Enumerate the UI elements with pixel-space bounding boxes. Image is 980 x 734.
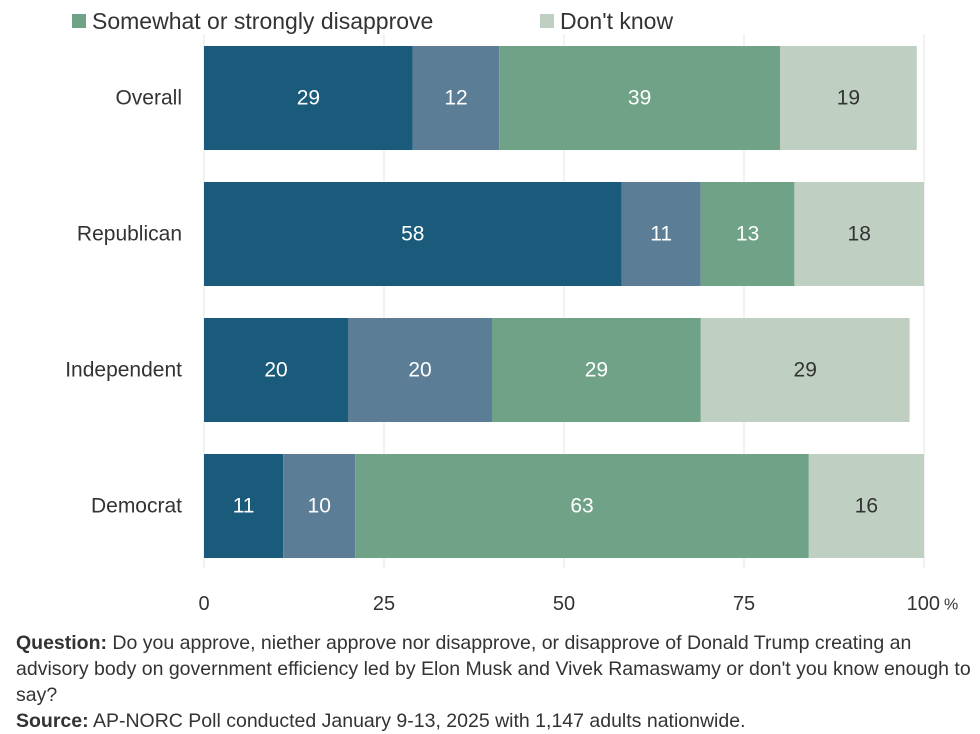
data-label: 10: [308, 495, 331, 518]
legend-item-dont-know: Don't know: [540, 8, 673, 35]
category-label: Republican: [77, 223, 182, 246]
x-tick-label: 50: [553, 593, 575, 615]
source-note: Source: AP-NORC Poll conducted January 9…: [16, 708, 976, 734]
category-label: Overall: [115, 87, 182, 110]
bar-segment: [700, 182, 795, 286]
bar-segment: [794, 182, 924, 286]
bar-segment: [492, 318, 701, 422]
data-label: 63: [570, 495, 593, 518]
x-tick-label: 75: [733, 593, 755, 615]
data-label: 19: [837, 87, 860, 110]
bar-segment: [780, 46, 917, 150]
x-unit-label: %: [944, 597, 958, 614]
bar-segment: [348, 318, 492, 422]
legend-swatch-disapprove: [72, 14, 86, 28]
chart-notes: Question: Do you approve, niether approv…: [16, 630, 976, 734]
legend-label-disapprove: Somewhat or strongly disapprove: [92, 8, 434, 34]
bar-segment: [204, 318, 348, 422]
data-label: 18: [848, 223, 871, 246]
bar-segment: [621, 182, 701, 286]
bar-segment: [700, 318, 910, 422]
source-label: Source:: [16, 710, 89, 732]
bar-segment: [204, 182, 622, 286]
x-tick-label: 100: [907, 593, 940, 615]
question-note: Question: Do you approve, niether approv…: [16, 630, 976, 708]
bar-segment: [283, 454, 356, 558]
data-label: 11: [650, 223, 672, 246]
data-label: 20: [264, 359, 287, 382]
category-label: Democrat: [91, 495, 182, 518]
question-text: Do you approve, niether approve nor disa…: [16, 632, 971, 706]
bar-segment: [204, 454, 284, 558]
x-tick-label: 25: [373, 593, 395, 615]
bar-segment: [355, 454, 809, 558]
legend-label-dont-know: Don't know: [560, 8, 674, 34]
data-label: 29: [794, 359, 817, 382]
data-label: 39: [628, 87, 651, 110]
data-label: 13: [736, 223, 759, 246]
category-label: Independent: [65, 359, 182, 382]
data-label: 16: [855, 495, 878, 518]
bar-segment: [499, 46, 780, 150]
data-label: 12: [444, 87, 467, 110]
data-label: 11: [233, 495, 255, 518]
legend-item-disapprove: Somewhat or strongly disapprove: [72, 8, 433, 35]
bar-segment: [204, 46, 413, 150]
data-label: 20: [408, 359, 431, 382]
data-label: 29: [585, 359, 608, 382]
legend-swatch-dont-know: [540, 14, 554, 28]
question-label: Question:: [16, 632, 107, 654]
bar-segment: [412, 46, 500, 150]
data-label: 58: [401, 223, 424, 246]
stacked-bar-chart: Overall 29 12 39 19 Republican 58 11 13 18 Indepen…: [65, 34, 958, 615]
source-text: AP-NORC Poll conducted January 9-13, 202…: [92, 710, 746, 732]
data-label: 29: [297, 87, 320, 110]
bar-segment: [808, 454, 924, 558]
x-tick-label: 0: [198, 593, 209, 615]
